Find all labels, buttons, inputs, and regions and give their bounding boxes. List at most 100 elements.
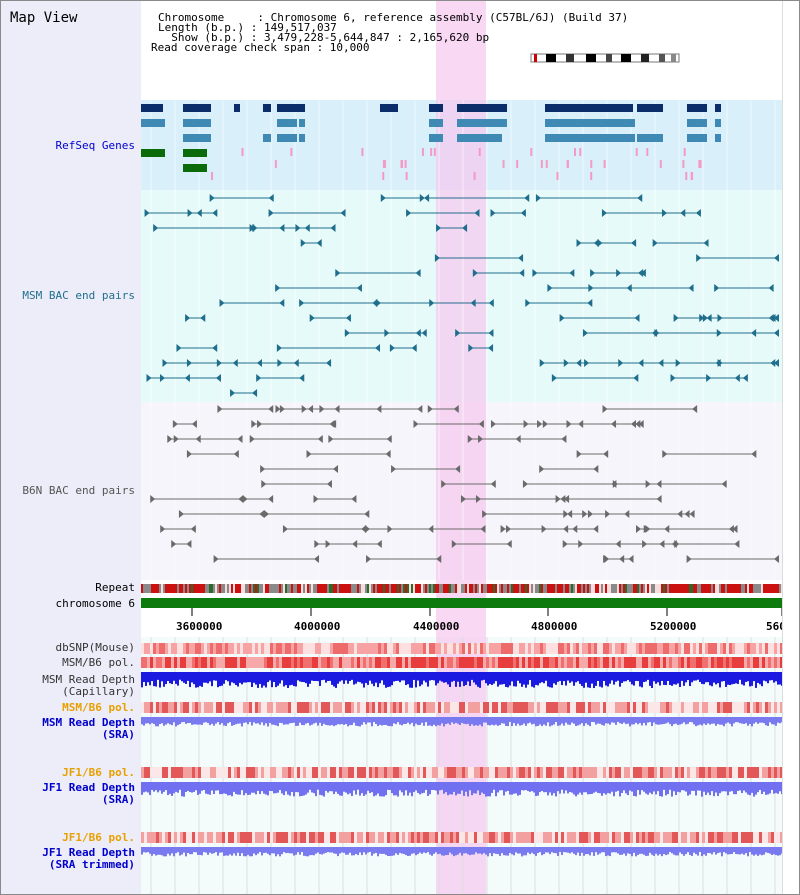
heat-cell [417, 832, 420, 843]
track-label-chromosome[interactable]: chromosome 6 [55, 597, 135, 610]
heat-cell [738, 832, 741, 843]
track-label-repeat[interactable]: Repeat [95, 581, 135, 594]
heat-cell [273, 643, 276, 654]
heat-cell [468, 657, 471, 668]
heat-cell [471, 657, 474, 668]
heat-cell [636, 657, 639, 668]
msm-bac-pair-end [212, 344, 218, 352]
depth-bar [517, 672, 519, 681]
heat-cell [504, 767, 507, 778]
depth-bar [653, 672, 655, 682]
heat-cell [570, 767, 573, 778]
depth-bar [465, 672, 467, 685]
track-label-jf1-depth-trim-1[interactable]: JF1 Read Depth [42, 846, 135, 859]
depth-bar [607, 782, 609, 794]
depth-bar [719, 717, 721, 725]
track-label-jf1-pol-2[interactable]: JF1/B6 pol. [62, 831, 135, 844]
heat-cell [174, 832, 177, 843]
msm-bac-pair-end [670, 374, 676, 382]
depth-bar [449, 717, 451, 725]
track-label-jf1-pol[interactable]: JF1/B6 pol. [62, 766, 135, 779]
gene-feature [277, 104, 299, 112]
gene-feature [457, 119, 507, 127]
depth-bar [345, 782, 347, 793]
right-scroll-strip[interactable] [782, 1, 799, 894]
track-label-refseq[interactable]: RefSeq Genes [55, 139, 135, 152]
depth-bar [191, 672, 193, 683]
depth-bar [257, 782, 259, 791]
depth-bar [489, 847, 491, 854]
heat-cell [600, 702, 603, 713]
repeat-mark [381, 584, 383, 593]
heat-cell [216, 643, 219, 654]
depth-bar [593, 782, 595, 793]
gene-tick [691, 172, 694, 180]
heat-cell [774, 643, 777, 654]
heat-cell [471, 767, 474, 778]
highlight-region[interactable] [436, 1, 486, 894]
heat-cell [333, 643, 336, 654]
depth-bar [657, 717, 659, 725]
depth-bar [167, 717, 169, 724]
depth-bar [629, 672, 631, 682]
msm-bac-pair-end [279, 299, 285, 307]
depth-bar [677, 717, 679, 725]
gene-tick [682, 160, 685, 168]
depth-bar [709, 847, 711, 854]
depth-bar [229, 782, 231, 796]
track-label-dbsnp[interactable]: dbSNP(Mouse) [55, 641, 135, 654]
heat-cell [714, 832, 717, 843]
heat-cell [468, 702, 471, 713]
heat-cell [726, 657, 729, 668]
heat-cell [687, 643, 690, 654]
heat-cell [237, 702, 240, 713]
depth-bar [487, 782, 489, 797]
depth-bar [685, 672, 687, 683]
depth-bar [761, 782, 763, 794]
track-label-msm-b6-pol-2[interactable]: MSM/B6 pol. [62, 701, 135, 714]
heat-cell [678, 832, 681, 843]
track-label-b6n-bac[interactable]: B6N BAC end pairs [22, 484, 135, 497]
heat-cell [225, 702, 228, 713]
depth-bar [677, 672, 679, 684]
depth-bar [461, 672, 463, 682]
heat-cell [678, 767, 681, 778]
depth-bar [379, 717, 381, 725]
track-label-msm-depth-cap-1[interactable]: MSM Read Depth [42, 673, 135, 686]
track-label-jf1-depth-sra-1[interactable]: JF1 Read Depth [42, 781, 135, 794]
heat-cell [267, 832, 270, 843]
heat-cell [351, 702, 354, 713]
heat-cell [705, 767, 708, 778]
depth-bar [587, 782, 589, 795]
heat-cell [255, 832, 258, 843]
depth-bar [155, 782, 157, 791]
depth-bar [479, 847, 481, 854]
heat-cell [309, 767, 312, 778]
depth-bar [213, 717, 215, 726]
heat-cell [297, 702, 300, 713]
track-label-msm-bac[interactable]: MSM BAC end pairs [22, 289, 135, 302]
depth-bar [765, 717, 767, 726]
depth-bar [541, 782, 543, 791]
repeat-mark [501, 584, 503, 593]
heat-cell [693, 643, 696, 654]
depth-bar [431, 717, 433, 727]
heat-cell [594, 767, 597, 778]
depth-bar [543, 847, 545, 855]
msm-bac-pair-end [186, 359, 192, 367]
depth-bar [157, 717, 159, 727]
depth-bar [463, 672, 465, 687]
depth-bar [211, 847, 213, 854]
axis-tick-label: 3600000 [176, 620, 223, 633]
msm-bac-pair-end [340, 209, 346, 217]
track-label-msm-b6-pol[interactable]: MSM/B6 pol. [62, 656, 135, 669]
depth-bar [457, 782, 459, 794]
heat-cell [234, 643, 237, 654]
heat-cell [504, 832, 507, 843]
heat-cell [738, 643, 741, 654]
depth-bar [377, 717, 379, 727]
msm-bac-pair-end [519, 269, 525, 277]
depth-bar [741, 717, 743, 724]
track-label-msm-depth-sra-1[interactable]: MSM Read Depth [42, 716, 135, 729]
